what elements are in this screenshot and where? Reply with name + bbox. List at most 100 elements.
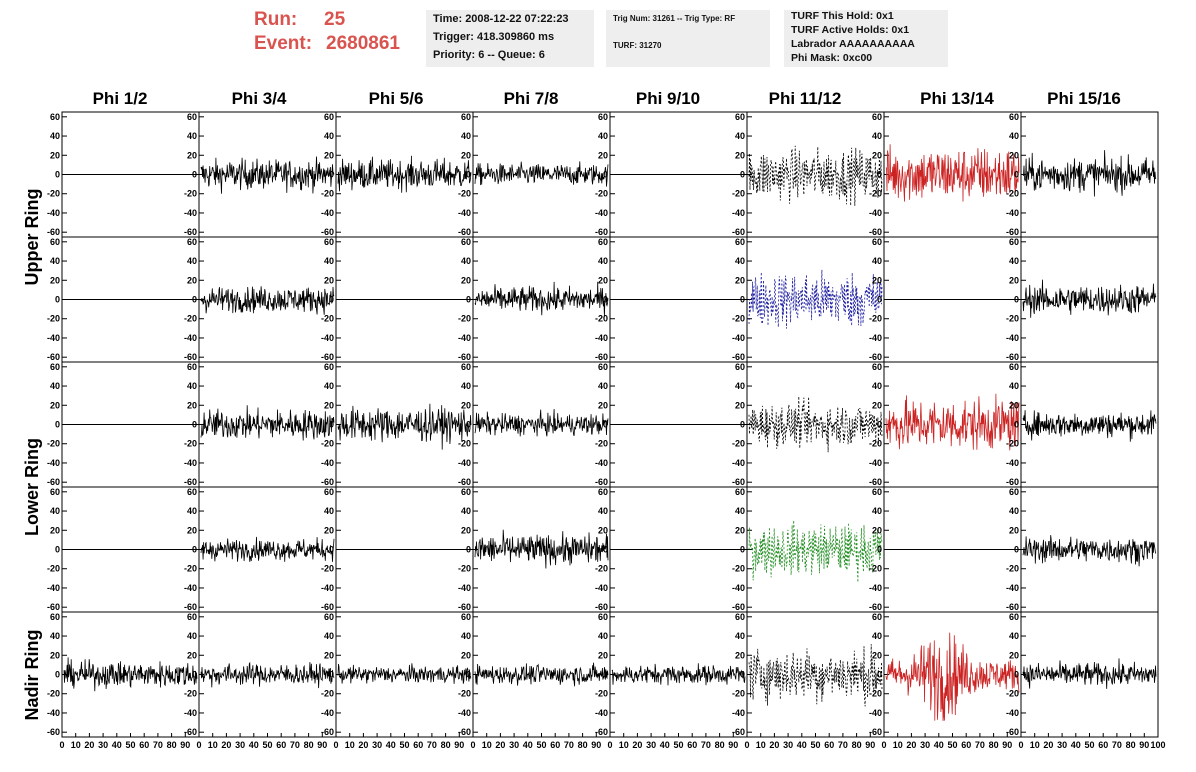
x-tick-label: 60 (687, 740, 697, 750)
y-tick-label: -40 (321, 708, 334, 718)
y-tick-label: 20 (324, 525, 334, 535)
x-tick-label: 70 (838, 740, 848, 750)
x-tick-label: 40 (1071, 740, 1081, 750)
y-tick-label: -20 (595, 189, 608, 199)
info-turf-active-holds: TURF Active Holds: 0x1 (791, 24, 910, 36)
y-tick-label: -20 (1006, 689, 1019, 699)
y-tick-label: -20 (321, 189, 334, 199)
x-tick-label: 20 (906, 740, 916, 750)
y-tick-label: 40 (461, 381, 471, 391)
x-tick-label: 90 (1139, 740, 1149, 750)
y-tick-label: -20 (869, 439, 882, 449)
y-tick-label: 20 (1009, 275, 1019, 285)
y-tick-label: -40 (732, 333, 745, 343)
column-title: Phi 15/16 (1047, 89, 1121, 108)
y-tick-label: 0 (329, 545, 334, 555)
y-tick-label: -20 (184, 314, 197, 324)
y-tick-label: -60 (184, 602, 197, 612)
x-tick-label: 70 (290, 740, 300, 750)
x-tick-label: 0 (744, 740, 749, 750)
y-tick-label: -40 (732, 583, 745, 593)
y-tick-label: 0 (740, 545, 745, 555)
waveform-trace (474, 529, 609, 569)
y-tick-label: 40 (50, 131, 60, 141)
waveform-trace (200, 286, 335, 315)
x-tick-label: 50 (810, 740, 820, 750)
y-tick-label: -20 (1006, 189, 1019, 199)
y-tick-label: -40 (595, 333, 608, 343)
x-tick-label: 80 (167, 740, 177, 750)
waveform-trace (748, 269, 883, 329)
waveform-trace (885, 632, 1020, 721)
y-tick-label: -60 (732, 352, 745, 362)
y-tick-label: -40 (869, 708, 882, 718)
waveform-trace (1022, 150, 1157, 197)
y-tick-label: 0 (877, 170, 882, 180)
y-tick-label: -20 (458, 439, 471, 449)
x-tick-label: 70 (427, 740, 437, 750)
x-tick-label: 30 (920, 740, 930, 750)
y-tick-label: 0 (603, 670, 608, 680)
waveform-trace (200, 536, 335, 562)
y-tick-label: 60 (50, 237, 60, 247)
y-tick-label: 0 (192, 170, 197, 180)
y-tick-label: -60 (458, 352, 471, 362)
y-tick-label: 60 (872, 612, 882, 622)
waveform-trace (1022, 658, 1157, 689)
y-tick-label: 20 (1009, 525, 1019, 535)
y-tick-label: 40 (598, 506, 608, 516)
y-tick-label: 40 (50, 256, 60, 266)
y-tick-label: -40 (47, 708, 60, 718)
y-tick-label: -20 (184, 689, 197, 699)
y-tick-label: 0 (877, 420, 882, 430)
waveform-trace (337, 663, 472, 684)
x-tick-label: 80 (441, 740, 451, 750)
y-tick-label: 60 (187, 612, 197, 622)
y-tick-label: -60 (47, 477, 60, 487)
x-tick-label: 80 (852, 740, 862, 750)
x-tick-label: 50 (125, 740, 135, 750)
x-tick-label: 90 (591, 740, 601, 750)
y-tick-label: -20 (595, 439, 608, 449)
x-tick-label: 20 (495, 740, 505, 750)
y-tick-label: 0 (877, 670, 882, 680)
y-tick-label: -40 (595, 708, 608, 718)
y-tick-label: 20 (1009, 400, 1019, 410)
y-tick-label: -20 (184, 439, 197, 449)
y-tick-label: 20 (598, 400, 608, 410)
y-tick-label: 20 (735, 150, 745, 160)
y-tick-label: 60 (324, 487, 334, 497)
x-tick-label: 90 (454, 740, 464, 750)
y-tick-label: 0 (466, 420, 471, 430)
y-tick-label: 20 (461, 650, 471, 660)
waveform-trace (1022, 279, 1157, 318)
y-tick-label: 40 (187, 131, 197, 141)
y-tick-label: 40 (1009, 381, 1019, 391)
x-tick-label: 80 (1126, 740, 1136, 750)
y-tick-label: 0 (329, 170, 334, 180)
y-tick-label: 40 (187, 381, 197, 391)
x-tick-label: 40 (797, 740, 807, 750)
x-tick-label: 0 (607, 740, 612, 750)
y-tick-label: 60 (1009, 362, 1019, 372)
x-tick-label: 10 (208, 740, 218, 750)
y-tick-label: 60 (735, 612, 745, 622)
waveform-trace (748, 396, 883, 453)
info-trigger: Trigger: 418.309860 ms (433, 31, 555, 43)
info-turf-this-hold: TURF This Hold: 0x1 (791, 10, 894, 22)
y-tick-label: 20 (461, 150, 471, 160)
y-tick-label: -60 (732, 477, 745, 487)
x-tick-label: 90 (1002, 740, 1012, 750)
y-tick-label: -20 (47, 314, 60, 324)
y-tick-label: 60 (598, 237, 608, 247)
y-tick-label: 40 (598, 131, 608, 141)
y-tick-label: -60 (595, 352, 608, 362)
y-tick-label: 60 (872, 112, 882, 122)
y-tick-label: 60 (324, 112, 334, 122)
y-tick-label: -60 (595, 727, 608, 737)
y-tick-label: 60 (735, 362, 745, 372)
x-tick-label: 0 (1018, 740, 1023, 750)
y-tick-label: -20 (321, 314, 334, 324)
y-tick-label: -20 (732, 314, 745, 324)
